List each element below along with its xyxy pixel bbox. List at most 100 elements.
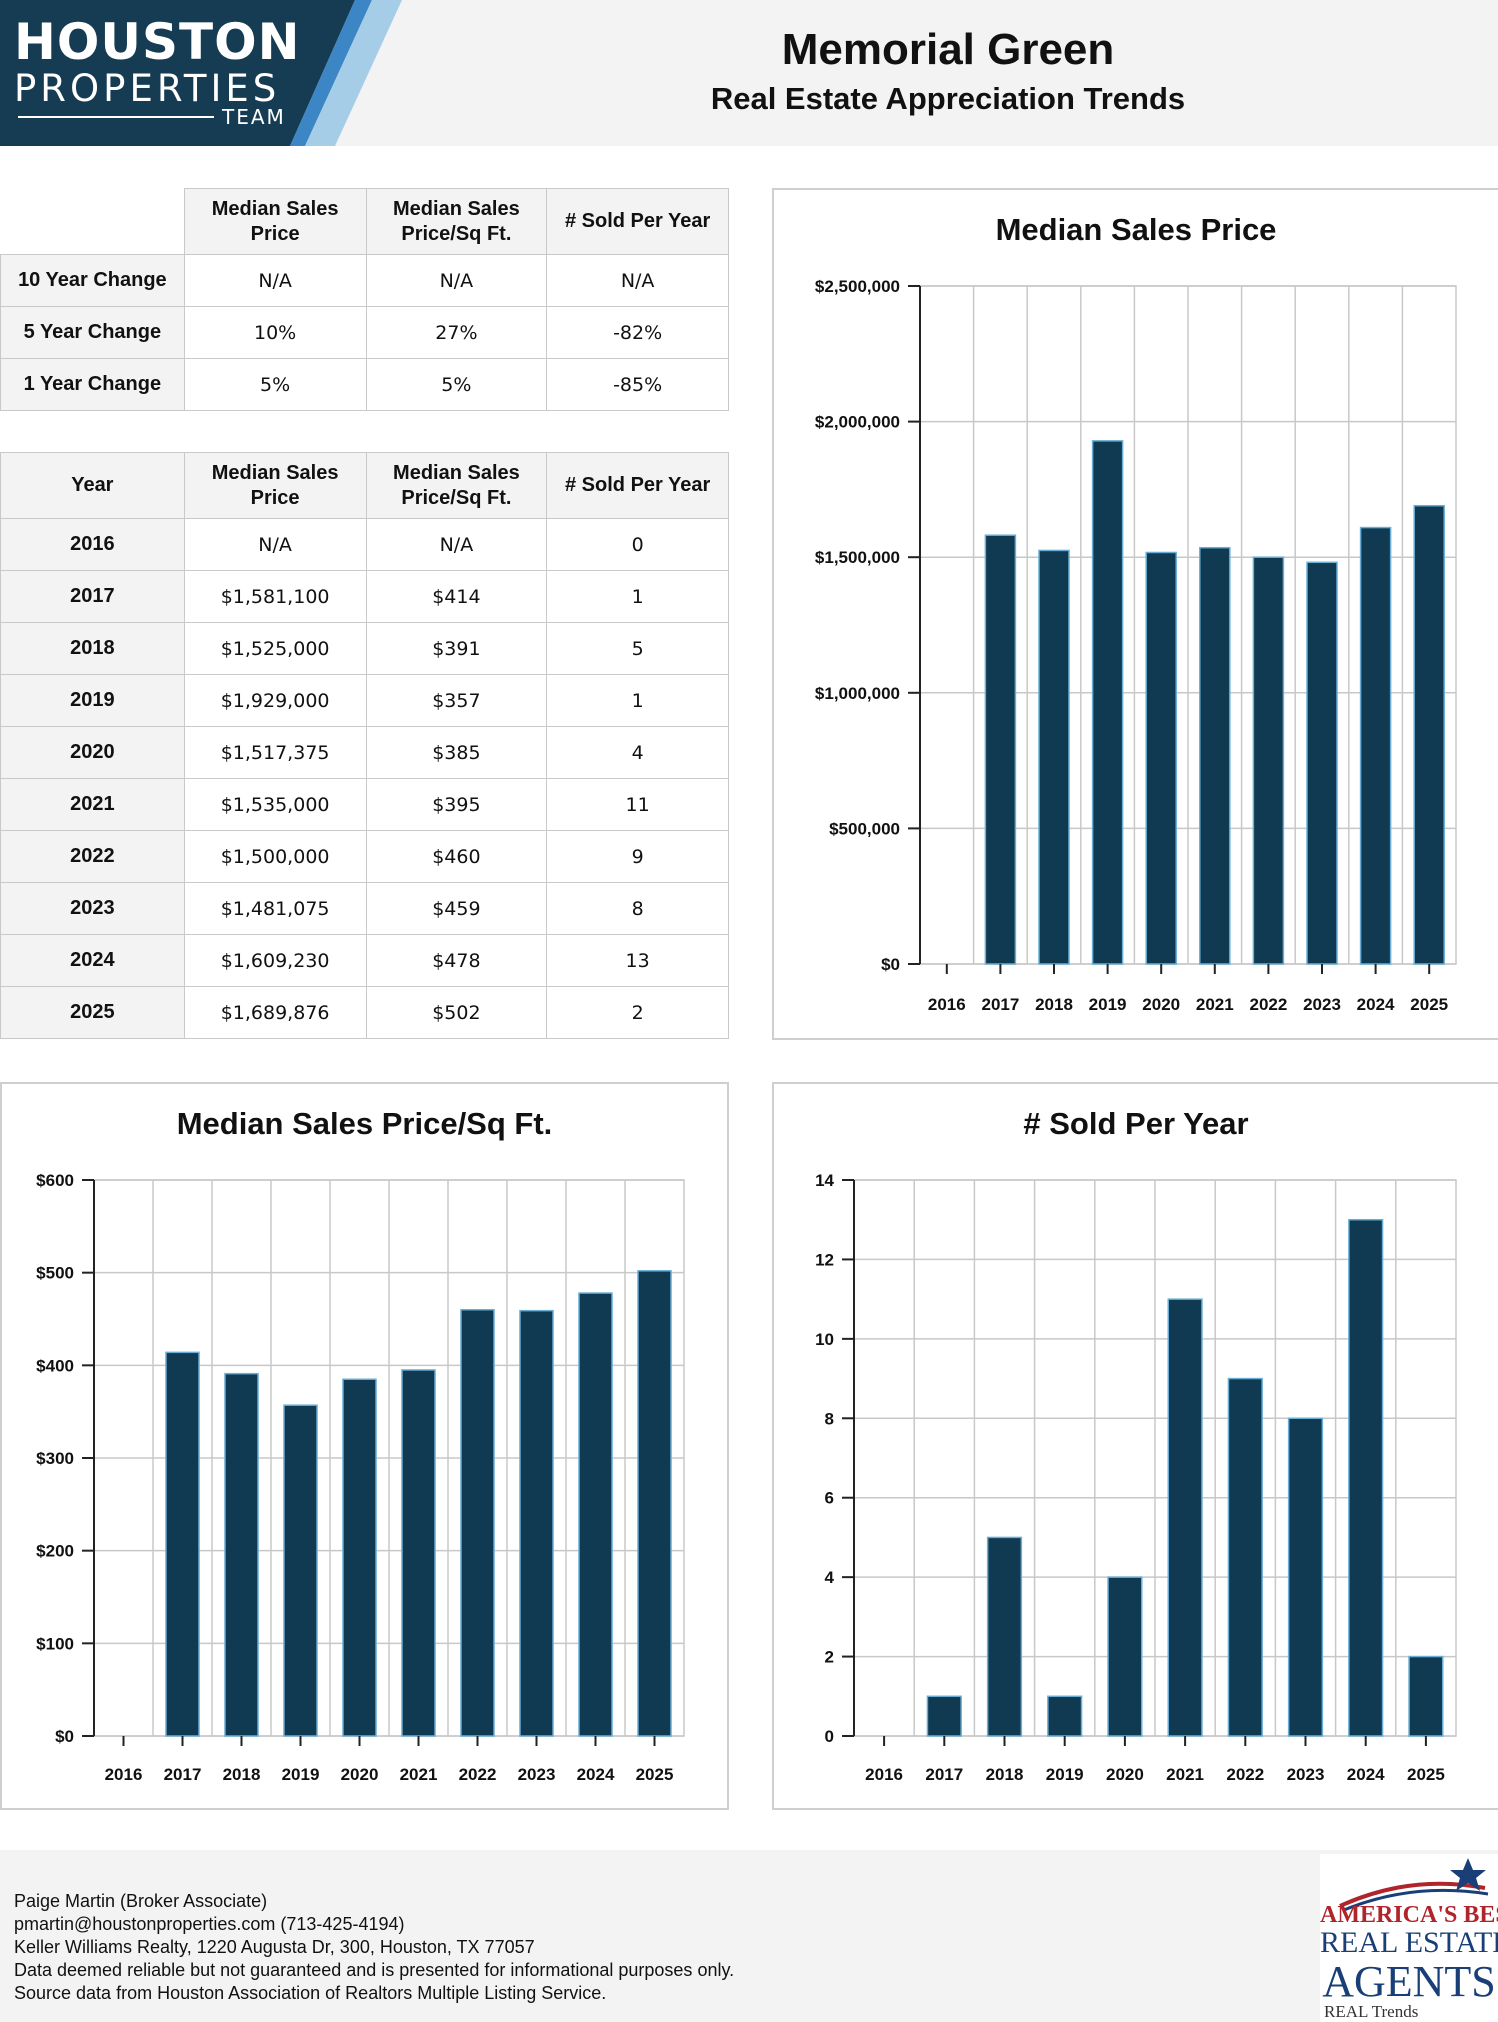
star-swoosh-icon [1339, 1858, 1489, 1912]
page-title: Memorial Green [781, 25, 1115, 74]
x-tick-label: 2020 [341, 1765, 379, 1784]
y-tick-label: $0 [881, 955, 900, 974]
chart-title: Median Sales Price/Sq Ft. [177, 1106, 553, 1141]
table-cell: 10% [183, 306, 367, 359]
table-cell: 5% [183, 358, 367, 411]
bar-2025 [1408, 1655, 1444, 1737]
cell-sqft: $391 [365, 622, 548, 675]
row-year: 2024 [0, 934, 185, 987]
row-year: 2019 [0, 674, 185, 727]
bar-2017 [165, 1351, 200, 1737]
bar-2024 [578, 1292, 613, 1737]
cell-price: N/A [183, 518, 367, 571]
column-header: Median Sales Price/Sq Ft. [365, 188, 548, 255]
row-year: 2023 [0, 882, 185, 935]
bar-2021 [1167, 1298, 1203, 1737]
bar-2025 [637, 1270, 672, 1737]
bar-2024 [1348, 1218, 1384, 1737]
chart-title: # Sold Per Year [1023, 1106, 1248, 1141]
row-year: 2022 [0, 830, 185, 883]
y-tick-label: 4 [825, 1568, 835, 1587]
table-row: 2020 $1,517,375 $385 4 [0, 726, 729, 779]
column-header: Median Sales Price [183, 188, 367, 255]
cell-sqft: $478 [365, 934, 548, 987]
row-year: 2025 [0, 986, 185, 1039]
agent-email-phone[interactable]: pmartin@houstonproperties.com (713-425-4… [14, 1914, 405, 1934]
row-year: 2016 [0, 518, 185, 571]
bar-2018 [1038, 549, 1070, 965]
badge-line-4: REAL Trends [1324, 2002, 1419, 2021]
bar-2020 [1107, 1576, 1143, 1737]
cell-sqft: $459 [365, 882, 548, 935]
bar-2020 [1145, 551, 1177, 965]
cell-sold: 4 [546, 726, 729, 779]
yearly-data-table: Year Median Sales Price Median Sales Pri… [0, 452, 729, 1039]
column-header: Median Sales Price/Sq Ft. [365, 452, 548, 519]
x-tick-label: 2020 [1106, 1765, 1144, 1784]
column-header: # Sold Per Year [546, 452, 729, 519]
cell-sold: 1 [546, 570, 729, 623]
row-year: 2020 [0, 726, 185, 779]
chart-svg-sold: # Sold Per Year 0 2 4 6 8 10 12 14 2016 2017 2018 20… [815, 1106, 1457, 1784]
x-tick-label: 2025 [1407, 1765, 1445, 1784]
x-tick-label: 2024 [1357, 995, 1395, 1014]
bar-2020 [342, 1378, 377, 1737]
change-table-header-row: Median Sales Price Median Sales Price/Sq… [0, 188, 729, 255]
cell-sold: 0 [546, 518, 729, 571]
cell-sqft: $357 [365, 674, 548, 727]
column-header: # Sold Per Year [546, 188, 729, 255]
table-row: 2022 $1,500,000 $460 9 [0, 830, 729, 883]
table-row: 2024 $1,609,230 $478 13 [0, 934, 729, 987]
logo-text-team: TEAM [222, 105, 286, 129]
table-row: 2025 $1,689,876 $502 2 [0, 986, 729, 1039]
cell-sqft: $460 [365, 830, 548, 883]
table-row: 2023 $1,481,075 $459 8 [0, 882, 729, 935]
agent-contact-info: Paige Martin (Broker Associate) pmartin@… [14, 1890, 734, 2005]
x-tick-label: 2016 [865, 1765, 903, 1784]
x-tick-label: 2019 [1046, 1765, 1084, 1784]
table-row: 5 Year Change 10% 27% -82% [0, 306, 729, 359]
y-tick-label: 10 [815, 1330, 834, 1349]
cell-sold: 8 [546, 882, 729, 935]
bar-2024 [1359, 526, 1392, 965]
change-summary-table: Median Sales Price Median Sales Price/Sq… [0, 188, 729, 411]
x-tick-label: 2016 [105, 1765, 143, 1784]
bar-2023 [1306, 561, 1338, 965]
cell-price: $1,481,075 [183, 882, 367, 935]
x-tick-label: 2024 [577, 1765, 615, 1784]
header-bar: HOUSTON PROPERTIES TEAM Memorial Green R… [0, 0, 1498, 146]
logo-background-shape [0, 0, 402, 146]
bar-2022 [1252, 556, 1285, 965]
cell-sqft: N/A [365, 518, 548, 571]
table-cell: 27% [365, 306, 548, 359]
agent-name: Paige Martin (Broker Associate) [14, 1891, 268, 1911]
x-tick-label: 2025 [636, 1765, 674, 1784]
bar-2021 [401, 1369, 436, 1737]
cell-sold: 11 [546, 778, 729, 831]
table-row: 2019 $1,929,000 $357 1 [0, 674, 729, 727]
x-tick-label: 2023 [1303, 995, 1341, 1014]
bar-2025 [1413, 504, 1445, 965]
table-row: 2018 $1,525,000 $391 5 [0, 622, 729, 675]
table-row: 2021 $1,535,000 $395 11 [0, 778, 729, 831]
row-header: 1 Year Change [0, 358, 185, 411]
bar-2023 [1287, 1417, 1324, 1737]
row-header: 10 Year Change [0, 254, 185, 307]
houston-properties-logo[interactable]: HOUSTON PROPERTIES TEAM [0, 0, 410, 146]
x-tick-label: 2025 [1410, 995, 1448, 1014]
x-tick-label: 2019 [1089, 995, 1127, 1014]
x-tick-label: 2016 [928, 995, 966, 1014]
cell-price: $1,535,000 [183, 778, 367, 831]
x-tick-label: 2018 [986, 1765, 1024, 1784]
bar-2019 [283, 1404, 318, 1737]
cell-price: $1,581,100 [183, 570, 367, 623]
x-tick-label: 2022 [459, 1765, 497, 1784]
x-tick-label: 2023 [1287, 1765, 1325, 1784]
cell-price: $1,517,375 [183, 726, 367, 779]
logo-divider [18, 116, 214, 118]
bar-2019 [1047, 1695, 1083, 1737]
y-tick-label: $0 [55, 1727, 74, 1746]
y-tick-label: $2,500,000 [815, 277, 900, 296]
y-tick-label: $400 [36, 1356, 74, 1375]
bar-2022 [460, 1308, 495, 1737]
